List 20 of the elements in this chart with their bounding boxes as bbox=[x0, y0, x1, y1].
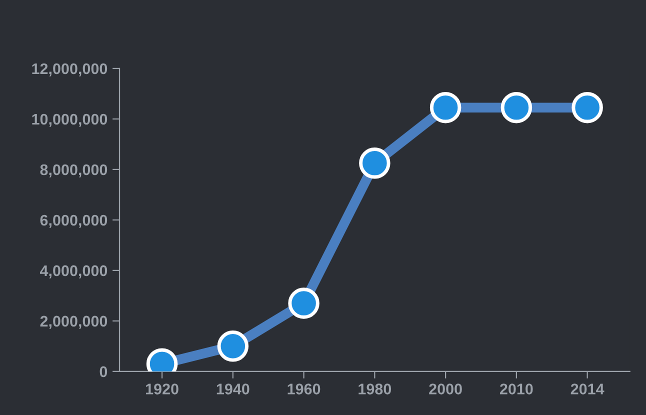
y-tick-label: 6,000,000 bbox=[40, 214, 108, 228]
x-tick-label: 1960 bbox=[288, 384, 320, 394]
y-tick-label: 4,000,000 bbox=[40, 265, 108, 278]
x-tick-label: 2000 bbox=[429, 384, 462, 394]
x-tick-label: 1940 bbox=[216, 384, 250, 394]
x-tick-label: 2014 bbox=[570, 384, 604, 394]
x-tick-label: 2010 bbox=[500, 384, 533, 394]
y-tick-label: 2,000,000 bbox=[40, 316, 108, 329]
point bbox=[572, 92, 603, 124]
x-tick-label: 1920 bbox=[146, 384, 178, 394]
y-tick-label: 0 bbox=[100, 366, 108, 378]
y-tick-label: 12,000,000 bbox=[32, 63, 108, 76]
y-tick-label: 10,000,000 bbox=[32, 114, 108, 127]
point bbox=[359, 148, 390, 179]
point bbox=[430, 92, 462, 124]
point bbox=[217, 330, 249, 362]
point bbox=[500, 92, 532, 124]
point bbox=[288, 288, 320, 319]
x-tick-label: 1980 bbox=[358, 384, 392, 394]
y-tick-label: 8,000,000 bbox=[40, 164, 108, 178]
